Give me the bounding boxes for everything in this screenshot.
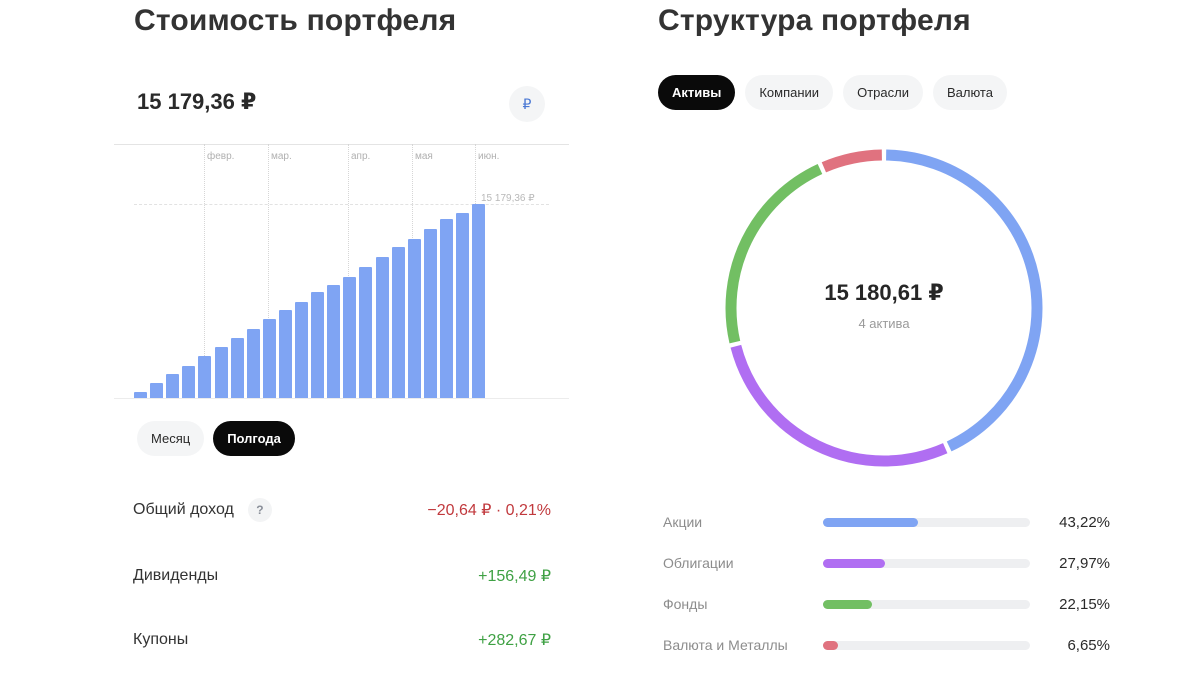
page-title: Стоимость портфеля	[134, 4, 457, 37]
chart-bar[interactable]	[134, 392, 147, 398]
legend-bar-fill	[823, 517, 919, 527]
chart-bar[interactable]	[214, 347, 228, 398]
chart-max-line	[134, 204, 549, 205]
ruble-icon: ₽	[522, 95, 532, 112]
chart-bar[interactable]	[472, 204, 486, 398]
chart-bar[interactable]	[230, 338, 244, 398]
month-label: июн.	[478, 151, 500, 162]
tab-month[interactable]: Месяц	[137, 421, 205, 456]
legend-percent: 27,97%	[1059, 554, 1110, 572]
month-label: мар.	[271, 151, 292, 162]
legend-bar-fill	[823, 640, 838, 650]
legend-label: Валюта и Металлы	[663, 637, 788, 653]
chart-bar[interactable]	[166, 373, 180, 398]
legend-bar-track	[823, 517, 1030, 527]
stat-value: +282,67 ₽	[478, 632, 551, 649]
legend-percent: 22,15%	[1059, 595, 1110, 613]
structure-tabs: Активы Компании Отрасли Валюта	[658, 75, 1007, 110]
chart-bar[interactable]	[327, 285, 341, 398]
chart-bar[interactable]	[456, 213, 469, 398]
chart-bar[interactable]	[423, 229, 437, 398]
chart-bar[interactable]	[278, 310, 292, 398]
stat-total-income: Общий доход ? −20,64 ₽ · 0,21%	[133, 498, 551, 522]
chart-bar[interactable]	[375, 257, 389, 398]
legend-bar-track	[823, 599, 1030, 609]
chart-bar[interactable]	[262, 319, 276, 398]
month-label: мая	[415, 151, 433, 162]
chart-bar[interactable]	[311, 292, 325, 398]
portfolio-value-panel: Стоимость портфеля 15 179,36 ₽ ₽ февр. м…	[114, 0, 570, 675]
donut-total: 15 180,61 ₽	[824, 280, 944, 305]
stat-label-wrap: Общий доход ?	[133, 498, 272, 522]
legend-percent: 6,65%	[1067, 636, 1110, 654]
month-label: апр.	[351, 151, 371, 162]
allocation-donut-chart[interactable]: 15 180,61 ₽ 4 актива	[724, 148, 1044, 468]
currency-toggle-button[interactable]: ₽	[509, 86, 545, 122]
month-gridline	[348, 144, 349, 398]
portfolio-total: 15 179,36 ₽	[137, 89, 257, 114]
chart-bar[interactable]	[198, 355, 212, 398]
tab-companies[interactable]: Компании	[745, 75, 834, 110]
legend-row-stocks[interactable]: Акции 43,22%	[663, 512, 1110, 532]
legend-bar-fill	[823, 599, 872, 609]
stat-dividends: Дивиденды +156,49 ₽	[133, 566, 551, 586]
legend-row-currency-metals[interactable]: Валюта и Металлы 6,65%	[663, 635, 1110, 655]
chart-bar[interactable]	[439, 219, 453, 398]
month-gridline	[268, 144, 269, 398]
donut-subtitle: 4 актива	[858, 316, 910, 331]
month-label: февр.	[207, 151, 235, 162]
tab-half-year[interactable]: Полгода	[213, 421, 295, 456]
legend-label: Акции	[663, 514, 703, 530]
donut-ring	[725, 149, 1043, 467]
chart-baseline	[114, 398, 569, 399]
legend-row-funds[interactable]: Фонды 22,15%	[663, 594, 1110, 614]
chart-bars	[134, 142, 494, 398]
donut-segment[interactable]	[730, 344, 948, 467]
chart-bar[interactable]	[343, 276, 357, 398]
stat-coupons: Купоны +282,67 ₽	[133, 630, 551, 650]
page-title: Структура портфеля	[658, 4, 971, 37]
help-icon[interactable]: ?	[247, 498, 272, 522]
tab-industries[interactable]: Отрасли	[843, 75, 923, 110]
portfolio-structure-panel: Структура портфеля Активы Компании Отрас…	[640, 0, 1140, 675]
portfolio-value-chart[interactable]: февр. мар. апр. мая июн. 15 179,36 ₽	[114, 142, 569, 402]
chart-grid-line	[114, 144, 569, 145]
legend-label: Облигации	[663, 555, 734, 571]
chart-bar[interactable]	[150, 383, 164, 398]
stat-value: −20,64 ₽ · 0,21%	[427, 502, 551, 519]
stat-label: Общий доход	[133, 501, 234, 518]
chart-bar[interactable]	[295, 302, 308, 398]
month-gridline	[204, 144, 205, 398]
stat-label: Купоны	[133, 631, 189, 648]
legend-bar-track	[823, 558, 1030, 568]
stat-label: Дивиденды	[133, 567, 219, 584]
period-tabs: Месяц Полгода	[137, 421, 295, 456]
donut-segment[interactable]	[821, 149, 883, 173]
chart-bar[interactable]	[182, 366, 196, 398]
legend-label: Фонды	[663, 596, 708, 612]
chart-bar[interactable]	[246, 329, 260, 398]
legend-bar-track	[823, 640, 1030, 650]
donut-segment[interactable]	[725, 164, 823, 344]
legend-bar-fill	[823, 558, 885, 568]
tab-currency[interactable]: Валюта	[932, 75, 1007, 110]
chart-bar[interactable]	[407, 239, 421, 398]
chart-bar[interactable]	[359, 267, 373, 398]
donut-center: 15 180,61 ₽ 4 актива	[724, 280, 1044, 331]
tab-assets[interactable]: Активы	[658, 75, 736, 110]
chart-max-value-label: 15 179,36 ₽	[481, 193, 535, 204]
donut-segment[interactable]	[886, 149, 1043, 452]
legend-row-bonds[interactable]: Облигации 27,97%	[663, 553, 1110, 573]
chart-bar[interactable]	[391, 247, 405, 398]
legend-percent: 43,22%	[1059, 513, 1110, 531]
stat-value: +156,49 ₽	[478, 568, 551, 585]
